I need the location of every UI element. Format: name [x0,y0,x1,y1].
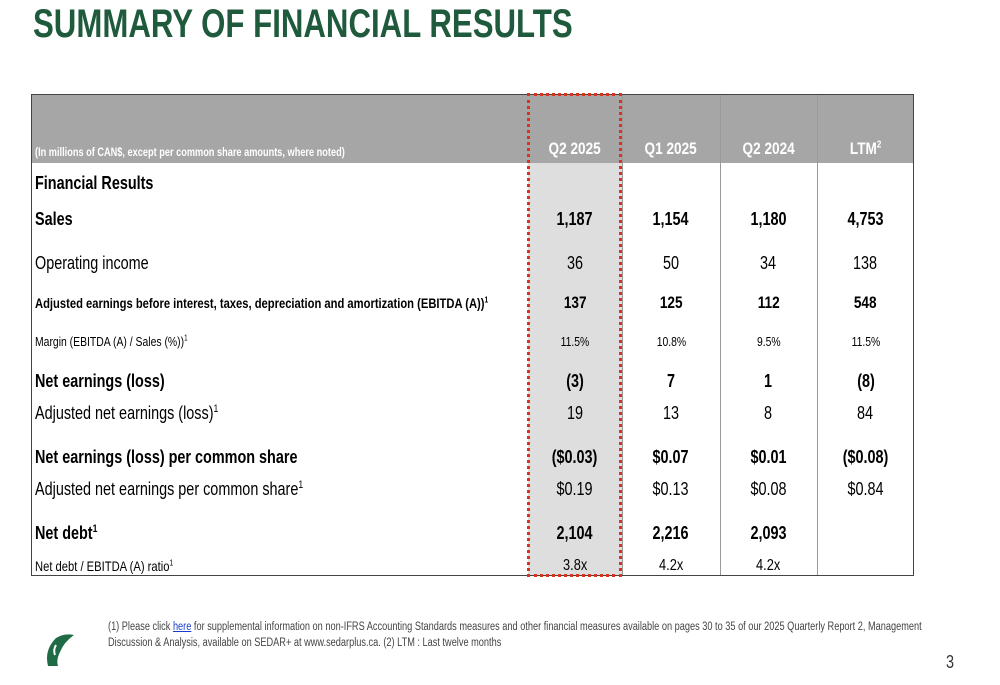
table-cell: 4,753 [847,209,884,229]
table-cell [622,171,720,195]
column-header-ltm: LTM2 [849,139,882,158]
table-cell [817,517,914,549]
column-header-q1-2025: Q1 2025 [644,139,698,158]
page-number: 3 [946,652,955,672]
table-cell: 125 [659,293,683,312]
row-label: Adjusted earnings before interest, taxes… [35,294,489,311]
row-label: Operating income [35,253,149,273]
table-cell: 1,187 [556,209,594,229]
table-cell: 8 [764,403,773,423]
table-cell: 11.5% [851,334,880,349]
table-row-adjusted-net-earnings: Adjusted net earnings (loss)1 19 13 8 84 [32,399,913,427]
table-units-note: (In millions of CAN$, except per common … [35,147,345,159]
table-cell: 7 [666,371,675,391]
here-link[interactable]: here [172,621,192,633]
table-cell: 2,093 [750,523,787,543]
table-cell: 138 [853,253,878,273]
row-label: Net debt1 [35,523,98,543]
table-cell: 1,180 [750,209,787,229]
row-label: Net earnings (loss) [35,371,165,391]
table-cell: 1 [764,371,773,391]
column-divider [817,95,818,575]
row-label: Net debt / EBITDA (A) ratio1 [35,557,174,574]
table-cell: 19 [566,403,584,423]
financial-results-table: (In millions of CAN$, except per common … [31,94,914,576]
table-cell: 3.8x [562,557,588,574]
table-cell: 2,104 [556,523,594,543]
table-row-sales: Sales 1,187 1,154 1,180 4,753 [32,205,913,233]
row-label: Net earnings (loss) per common share [35,447,298,467]
table-cell: (8) [856,371,875,391]
table-cell: 10.8% [656,334,686,349]
table-cell: $0.19 [556,479,594,499]
table-cell: $0.13 [652,479,690,499]
table-cell [528,171,622,195]
footnote: (1) Please click here for supplemental i… [108,621,922,649]
table-header: (In millions of CAN$, except per common … [32,95,913,163]
table-cell [817,553,914,579]
row-label: Financial Results [35,173,154,193]
table-cell: ($0.08) [842,447,889,467]
table-cell: 548 [854,293,877,312]
column-header-q2-2024: Q2 2024 [742,139,795,158]
company-logo-icon [47,634,74,666]
table-cell: 13 [662,403,680,423]
column-divider [622,95,623,575]
table-row-financial-results-heading: Financial Results [32,171,913,195]
table-cell: 34 [760,253,777,273]
table-cell: $0.84 [847,479,884,499]
table-cell: 2,216 [652,523,690,543]
table-cell: 4.2x [658,557,684,574]
table-cell: 9.5% [756,334,781,349]
row-label: Adjusted net earnings per common share1 [35,479,304,499]
table-cell: 84 [857,403,874,423]
table-cell: $0.08 [750,479,787,499]
table-cell: (3) [566,371,584,391]
table-row-net-debt: Net debt1 2,104 2,216 2,093 [32,517,913,549]
highlighted-column-background [528,95,622,575]
table-row-net-earnings: Net earnings (loss) (3) 7 1 (8) [32,367,913,395]
table-row-adjusted-net-earnings-per-share: Adjusted net earnings per common share1 $… [32,475,913,503]
table-row-adjusted-ebitda: Adjusted earnings before interest, taxes… [32,289,913,317]
table-cell [720,171,817,195]
table-cell: 1,154 [652,209,690,229]
row-label: Margin (EBITDA (A) / Sales (%))1 [35,333,188,349]
table-cell: 11.5% [560,334,590,349]
table-cell: 137 [563,293,587,312]
table-cell: 4.2x [756,557,781,574]
column-header-q2-2025: Q2 2025 [548,139,602,158]
table-row-operating-income: Operating income 36 50 34 138 [32,249,913,277]
column-divider [720,95,721,575]
table-cell: 112 [757,293,780,312]
table-row-net-earnings-per-share: Net earnings (loss) per common share ($0.… [32,443,913,471]
table-row-net-debt-ebitda-ratio: Net debt / EBITDA (A) ratio1 3.8x 4.2x 4.2x [32,553,913,579]
table-cell: ($0.03) [552,447,598,467]
table-cell: $0.07 [652,447,690,467]
page-title: SUMMARY OF FINANCIAL RESULTS [33,2,573,46]
row-label: Sales [35,209,73,229]
table-row-ebitda-margin: Margin (EBITDA (A) / Sales (%))1 11.5% 10.… [32,329,913,355]
table-cell: 50 [662,253,680,273]
table-cell: $0.01 [750,447,787,467]
table-cell [817,171,914,195]
table-cell: 36 [566,253,584,273]
row-label: Adjusted net earnings (loss)1 [35,403,219,423]
